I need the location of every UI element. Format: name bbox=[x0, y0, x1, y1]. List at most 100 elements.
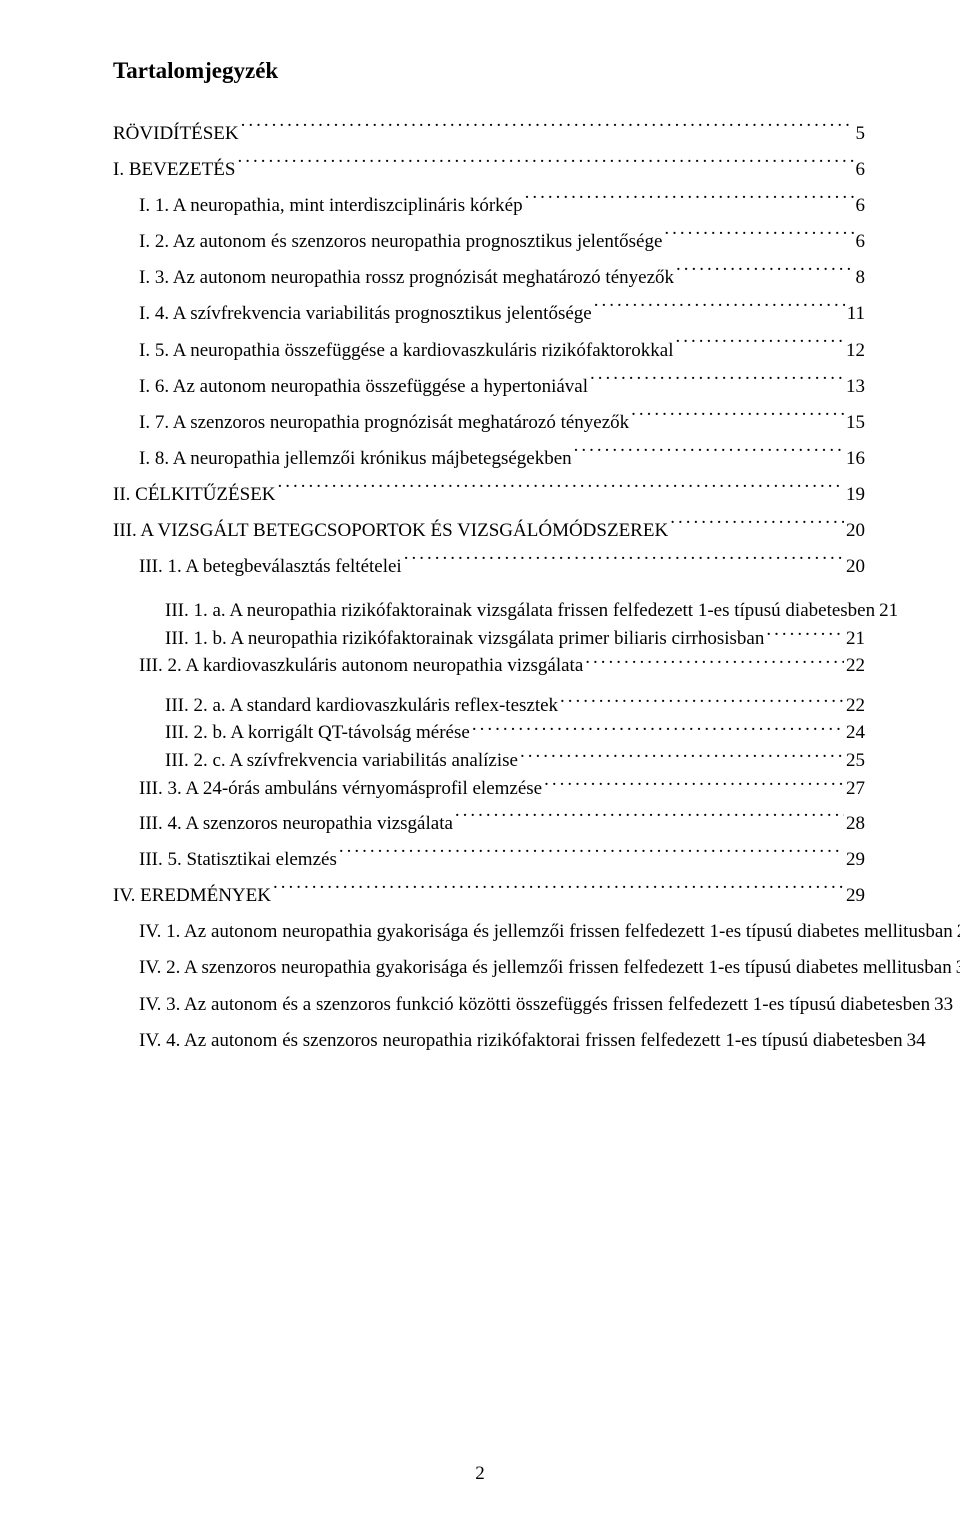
toc-leader-dots bbox=[404, 553, 844, 572]
toc-entry-page: 29 bbox=[846, 878, 865, 914]
toc-entry-page: 25 bbox=[846, 747, 865, 775]
toc-entry-label: I. 8. A neuropathia jellemzői krónikus m… bbox=[139, 441, 572, 477]
toc-entry-label: III. 5. Statisztikai elemzés bbox=[139, 842, 337, 878]
toc-entry-label: IV. 1. Az autonom neuropathia gyakoriság… bbox=[139, 914, 953, 950]
toc-entry-page: 34 bbox=[907, 1023, 926, 1059]
toc-entry-label: I. 3. Az autonom neuropathia rossz progn… bbox=[139, 260, 674, 296]
toc-leader-dots bbox=[766, 625, 844, 644]
toc-entry-label: III. 4. A szenzoros neuropathia vizsgála… bbox=[139, 806, 453, 842]
toc-entry-page: 22 bbox=[846, 652, 865, 680]
toc-entry-page: 5 bbox=[856, 116, 866, 152]
toc-entry: III. 2. A kardiovaszkuláris autonom neur… bbox=[113, 652, 865, 680]
toc-leader-dots bbox=[574, 445, 844, 464]
toc-entry: I. 5. A neuropathia összefüggése a kardi… bbox=[113, 333, 865, 369]
toc-entry-label: III. A VIZSGÁLT BETEGCSOPORTOK ÉS VIZSGÁ… bbox=[113, 513, 668, 549]
toc-list: RÖVIDÍTÉSEK 5 I. BEVEZETÉS 6 I. 1. A neuropa… bbox=[113, 116, 865, 1059]
toc-entry-label: I. 2. Az autonom és szenzoros neuropathi… bbox=[139, 224, 662, 260]
toc-entry-label: IV. 4. Az autonom és szenzoros neuropath… bbox=[139, 1023, 903, 1059]
toc-leader-dots bbox=[585, 652, 844, 671]
toc-entry: RÖVIDÍTÉSEK 5 bbox=[113, 116, 865, 152]
toc-entry-label: II. CÉLKITŰZÉSEK bbox=[113, 477, 276, 513]
toc-entry-label: I. 5. A neuropathia összefüggése a kardi… bbox=[139, 333, 673, 369]
toc-entry: I. 8. A neuropathia jellemzői krónikus m… bbox=[113, 441, 865, 477]
toc-leader-dots bbox=[544, 775, 844, 794]
page-number: 2 bbox=[0, 1463, 960, 1485]
toc-entry-page: 19 bbox=[846, 477, 865, 513]
toc-leader-dots bbox=[455, 810, 844, 829]
toc-entry-label: I. 1. A neuropathia, mint interdiszcipli… bbox=[139, 188, 523, 224]
toc-entry-label: III. 1. b. A neuropathia rizikófaktorain… bbox=[165, 625, 764, 653]
toc-entry: III. 1. b. A neuropathia rizikófaktorain… bbox=[113, 625, 865, 653]
toc-entry-label: III. 1. a. A neuropathia rizikófaktorain… bbox=[165, 597, 875, 625]
toc-leader-dots bbox=[676, 264, 854, 283]
toc-entry: IV. 4. Az autonom és szenzoros neuropath… bbox=[113, 1023, 865, 1059]
toc-entry: III. 5. Statisztikai elemzés 29 bbox=[113, 842, 865, 878]
toc-entry-label: IV. EREDMÉNYEK bbox=[113, 878, 271, 914]
toc-entry-label: III. 3. A 24-órás ambuláns vérnyomásprof… bbox=[139, 775, 542, 803]
toc-entry-label: IV. 3. Az autonom és a szenzoros funkció… bbox=[139, 987, 930, 1023]
toc-entry: IV. EREDMÉNYEK 29 bbox=[113, 878, 865, 914]
toc-entry: II. CÉLKITŰZÉSEK 19 bbox=[113, 477, 865, 513]
toc-entry-page: 6 bbox=[856, 152, 866, 188]
toc-entry-page: 8 bbox=[856, 260, 866, 296]
toc-leader-dots bbox=[520, 747, 844, 766]
toc-entry-page: 31 bbox=[956, 950, 960, 986]
toc-entry-page: 16 bbox=[846, 441, 865, 477]
toc-entry-page: 20 bbox=[846, 549, 865, 585]
toc-leader-dots bbox=[664, 228, 853, 247]
toc-entry-label: III. 2. A kardiovaszkuláris autonom neur… bbox=[139, 652, 583, 680]
toc-entry-page: 15 bbox=[846, 405, 865, 441]
toc-entry-page: 13 bbox=[846, 369, 865, 405]
toc-entry: I. 3. Az autonom neuropathia rossz progn… bbox=[113, 260, 865, 296]
toc-entry-label: I. 6. Az autonom neuropathia összefüggés… bbox=[139, 369, 588, 405]
toc-entry: I. 6. Az autonom neuropathia összefüggés… bbox=[113, 369, 865, 405]
toc-leader-dots bbox=[670, 517, 844, 536]
toc-entry-page: 6 bbox=[856, 188, 866, 224]
toc-entry: III. A VIZSGÁLT BETEGCSOPORTOK ÉS VIZSGÁ… bbox=[113, 513, 865, 549]
toc-entry: I. 4. A szívfrekvencia variabilitás prog… bbox=[113, 296, 865, 332]
toc-entry-label: III. 2. c. A szívfrekvencia variabilitás… bbox=[165, 747, 518, 775]
toc-entry-label: I. 7. A szenzoros neuropathia prognózisá… bbox=[139, 405, 629, 441]
toc-entry: I. 2. Az autonom és szenzoros neuropathi… bbox=[113, 224, 865, 260]
toc-entry-page: 21 bbox=[879, 597, 898, 625]
document-page: Tartalomjegyzék RÖVIDÍTÉSEK 5 I. BEVEZETÉS… bbox=[0, 0, 960, 1527]
toc-entry-page: 11 bbox=[847, 296, 865, 332]
toc-entry-page: 21 bbox=[846, 625, 865, 653]
toc-leader-dots bbox=[631, 409, 844, 428]
toc-entry: IV. 3. Az autonom és a szenzoros funkció… bbox=[113, 987, 865, 1023]
toc-entry-label: I. 4. A szívfrekvencia variabilitás prog… bbox=[139, 296, 592, 332]
toc-leader-dots bbox=[590, 373, 844, 392]
toc-entry: IV. 1. Az autonom neuropathia gyakoriság… bbox=[113, 914, 865, 950]
toc-leader-dots bbox=[241, 120, 854, 139]
toc-entry: III. 3. A 24-órás ambuláns vérnyomásprof… bbox=[113, 775, 865, 803]
toc-title: Tartalomjegyzék bbox=[113, 58, 865, 84]
toc-entry-page: 22 bbox=[846, 692, 865, 720]
toc-leader-dots bbox=[525, 192, 854, 211]
toc-entry-page: 33 bbox=[934, 987, 953, 1023]
toc-entry: I. 7. A szenzoros neuropathia prognózisá… bbox=[113, 405, 865, 441]
toc-entry: IV. 2. A szenzoros neuropathia gyakorisá… bbox=[113, 950, 865, 986]
toc-entry: III. 1. a. A neuropathia rizikófaktorain… bbox=[113, 597, 865, 625]
toc-entry-label: RÖVIDÍTÉSEK bbox=[113, 116, 239, 152]
toc-leader-dots bbox=[472, 719, 844, 738]
toc-entry-page: 28 bbox=[846, 806, 865, 842]
toc-leader-dots bbox=[675, 337, 844, 356]
toc-entry-page: 27 bbox=[846, 775, 865, 803]
toc-leader-dots bbox=[278, 481, 844, 500]
toc-leader-dots bbox=[339, 846, 844, 865]
toc-entry-label: IV. 2. A szenzoros neuropathia gyakorisá… bbox=[139, 950, 952, 986]
toc-entry-page: 24 bbox=[846, 719, 865, 747]
toc-entry-page: 6 bbox=[856, 224, 866, 260]
toc-entry: III. 2. c. A szívfrekvencia variabilitás… bbox=[113, 747, 865, 775]
toc-leader-dots bbox=[237, 156, 853, 175]
toc-leader-dots bbox=[594, 300, 845, 319]
toc-entry-label: III. 2. a. A standard kardiovaszkuláris … bbox=[165, 692, 558, 720]
toc-entry-label: III. 2. b. A korrigált QT-távolság mérés… bbox=[165, 719, 470, 747]
toc-entry: III. 2. a. A standard kardiovaszkuláris … bbox=[113, 692, 865, 720]
toc-entry-page: 29 bbox=[846, 842, 865, 878]
toc-entry-label: I. BEVEZETÉS bbox=[113, 152, 235, 188]
toc-leader-dots bbox=[560, 692, 844, 711]
toc-entry: III. 1. A betegbeválasztás feltételei20 bbox=[113, 549, 865, 585]
toc-entry: III. 2. b. A korrigált QT-távolság mérés… bbox=[113, 719, 865, 747]
toc-entry: I. 1. A neuropathia, mint interdiszcipli… bbox=[113, 188, 865, 224]
